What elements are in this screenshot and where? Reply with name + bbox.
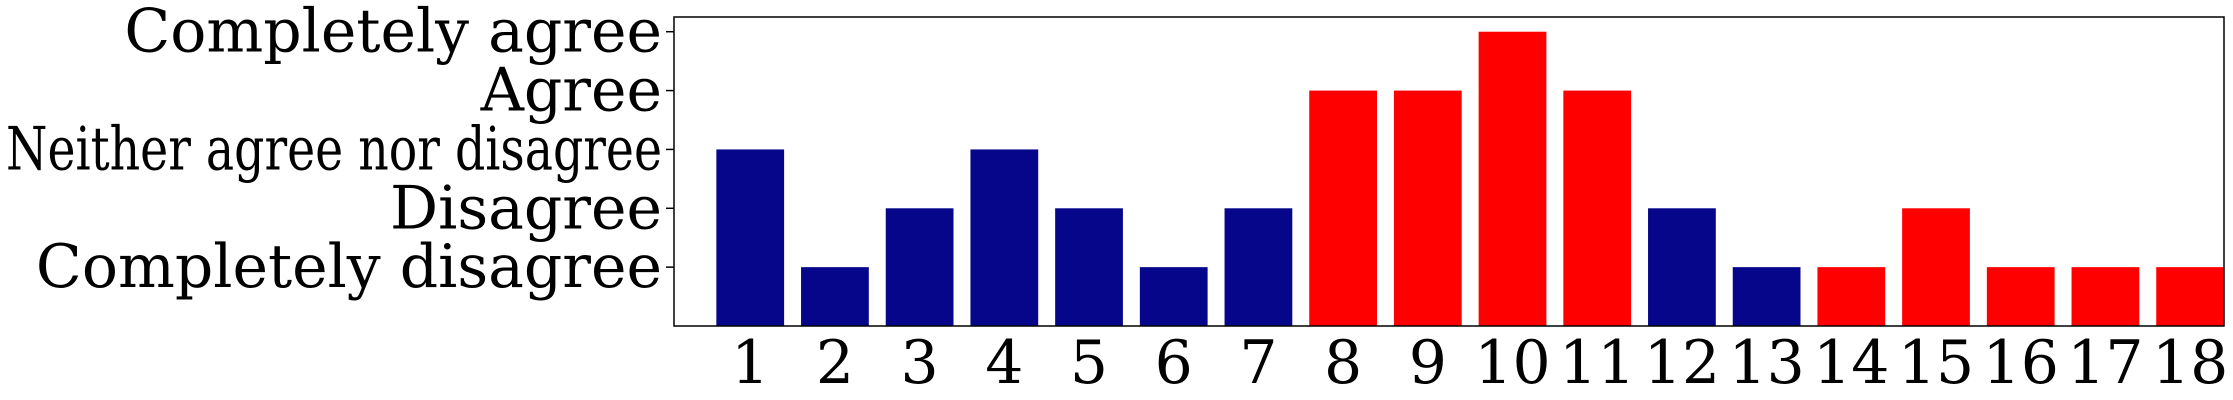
x-tick-label-5: 5 (1070, 328, 1108, 398)
x-tick-label-9: 9 (1409, 328, 1447, 398)
bar-12 (1648, 208, 1716, 326)
y-tick-label: Neither agree nor disagree (6, 114, 662, 184)
x-tick-label-11: 11 (1559, 328, 1635, 398)
x-tick-label-15: 15 (1898, 328, 1974, 398)
bar-1 (716, 149, 785, 326)
x-tick-label-14: 14 (1813, 328, 1889, 398)
y-tick-label: Agree (480, 56, 662, 126)
x-tick-label-18: 18 (2152, 328, 2228, 398)
bar-9 (1393, 90, 1462, 326)
bar-7 (1224, 208, 1293, 326)
bar-14 (1817, 267, 1886, 326)
x-tick-label-16: 16 (1983, 328, 2059, 398)
x-tick-label-17: 17 (2067, 328, 2143, 398)
x-tick-label-8: 8 (1324, 328, 1362, 398)
bars-group (716, 31, 2224, 327)
bar-4 (970, 149, 1039, 326)
bar-11 (1563, 90, 1632, 326)
x-tick-label-4: 4 (985, 328, 1023, 398)
bar-13 (1732, 267, 1801, 326)
axes-frame (673, 16, 2225, 327)
bar-17 (2071, 267, 2140, 326)
y-tick-label: Completely agree (124, 0, 662, 67)
bar-5 (1055, 208, 1123, 326)
bar-15 (1902, 208, 1970, 326)
x-tick-label-12: 12 (1644, 328, 1720, 398)
x-axis: 1 2 3 4 5 6 7 8 9 10 11 12 13 14 15 16 17 18 (731, 328, 2228, 398)
bar-18 (2156, 267, 2224, 326)
bar-8 (1309, 90, 1378, 326)
x-tick-label-13: 13 (1728, 328, 1804, 398)
x-tick-label-2: 2 (816, 328, 854, 398)
x-tick-label-10: 10 (1474, 328, 1550, 398)
y-tick-label: Disagree (390, 173, 662, 243)
bar-3 (885, 208, 954, 326)
x-tick-label-7: 7 (1239, 328, 1277, 398)
bar-6 (1139, 267, 1208, 326)
y-tick-label: Completely disagree (36, 232, 662, 302)
x-tick-label-3: 3 (901, 328, 939, 398)
bar-16 (1986, 267, 2055, 326)
x-tick-label-6: 6 (1155, 328, 1193, 398)
x-tick-label-1: 1 (731, 328, 769, 398)
bar-10 (1478, 31, 1547, 327)
bar-2 (801, 267, 869, 326)
